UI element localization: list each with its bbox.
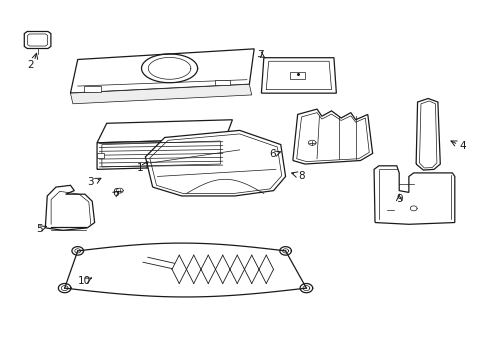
PathPatch shape xyxy=(45,185,95,230)
Text: 5: 5 xyxy=(36,224,42,234)
PathPatch shape xyxy=(415,99,439,170)
PathPatch shape xyxy=(292,109,372,164)
Text: 10: 10 xyxy=(77,276,90,286)
PathPatch shape xyxy=(97,153,104,158)
Text: 6: 6 xyxy=(269,149,275,159)
PathPatch shape xyxy=(373,166,454,224)
PathPatch shape xyxy=(290,72,305,79)
PathPatch shape xyxy=(145,130,285,196)
PathPatch shape xyxy=(24,31,51,49)
Text: 9: 9 xyxy=(395,194,402,204)
PathPatch shape xyxy=(97,120,232,143)
PathPatch shape xyxy=(83,86,101,92)
Text: 3: 3 xyxy=(87,177,94,188)
Text: 6: 6 xyxy=(112,189,119,198)
Text: 1: 1 xyxy=(137,163,143,172)
PathPatch shape xyxy=(70,84,251,104)
PathPatch shape xyxy=(215,80,229,85)
PathPatch shape xyxy=(97,139,224,169)
Text: 7: 7 xyxy=(257,50,263,60)
Text: 2: 2 xyxy=(27,60,34,70)
Text: 8: 8 xyxy=(298,171,304,181)
PathPatch shape xyxy=(261,58,336,93)
Text: 4: 4 xyxy=(459,141,466,151)
PathPatch shape xyxy=(70,49,254,93)
